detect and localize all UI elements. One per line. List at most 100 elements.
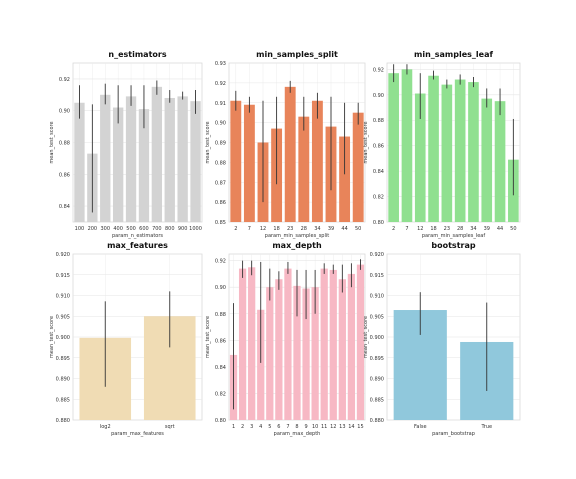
y-tick-label: 0.88 bbox=[59, 141, 70, 147]
y-tick-label: 0.910 bbox=[370, 294, 384, 300]
x-tick-label: log2 bbox=[100, 424, 111, 430]
bar bbox=[468, 82, 479, 222]
chart-title: bootstrap bbox=[431, 241, 475, 250]
y-tick-label: 0.88 bbox=[373, 118, 384, 124]
y-axis-label: mean_test_score bbox=[205, 121, 211, 163]
x-tick-label: 1 bbox=[232, 424, 235, 430]
y-tick-label: 0.80 bbox=[215, 418, 226, 424]
bar bbox=[293, 285, 301, 420]
bar bbox=[356, 264, 365, 420]
bar bbox=[284, 86, 296, 222]
x-tick-label: 44 bbox=[497, 226, 503, 232]
y-tick-label: 0.90 bbox=[373, 93, 384, 99]
bar bbox=[414, 93, 426, 222]
bar bbox=[352, 112, 364, 222]
x-tick-label: 12 bbox=[417, 226, 423, 232]
bar bbox=[243, 104, 255, 222]
y-tick-label: 0.895 bbox=[56, 356, 70, 362]
chart-title: n_estimators bbox=[108, 50, 166, 59]
x-tick-label: 44 bbox=[341, 226, 347, 232]
y-tick-label: 0.86 bbox=[373, 144, 384, 150]
y-tick-label: 0.91 bbox=[215, 101, 226, 107]
x-tick-label: 500 bbox=[126, 226, 136, 232]
x-tick-label: 34 bbox=[314, 226, 320, 232]
bar bbox=[151, 86, 163, 222]
chart-title: max_features bbox=[107, 241, 168, 250]
x-tick-label: 18 bbox=[430, 226, 436, 232]
y-tick-label: 0.92 bbox=[215, 259, 226, 265]
bar bbox=[338, 279, 346, 420]
chart-panel-min-samples-leaf: 0.80 0.82 0.84 0.86 0.88 0.90 0.92 2 7 12 18 23 28 34… bbox=[363, 50, 521, 239]
x-tick-label: 2 bbox=[241, 424, 244, 430]
y-tick-label: 0.86 bbox=[59, 172, 70, 178]
x-tick-label: 50 bbox=[510, 226, 516, 232]
x-tick-label: 1000 bbox=[189, 226, 202, 232]
y-tick-label: 0.890 bbox=[56, 377, 70, 383]
y-tick-label: 0.905 bbox=[370, 314, 384, 320]
x-tick-label: 50 bbox=[355, 226, 361, 232]
y-tick-label: 0.93 bbox=[215, 61, 226, 67]
x-axis-label: param_min_samples_leaf bbox=[422, 233, 485, 239]
y-tick-label: 0.920 bbox=[56, 252, 70, 258]
x-tick-label: 5 bbox=[268, 424, 271, 430]
y-tick-label: 0.80 bbox=[373, 220, 384, 226]
x-tick-label: 15 bbox=[357, 424, 363, 430]
bar bbox=[266, 287, 274, 420]
bar bbox=[230, 100, 242, 222]
bar bbox=[339, 136, 351, 222]
chart-panel-min-samples-split: 0.85 0.86 0.87 0.88 0.89 0.90 0.91 0.92 0.93 2 7 12… bbox=[205, 50, 366, 239]
y-tick-label: 0.900 bbox=[370, 335, 384, 341]
x-tick-label: 12 bbox=[330, 424, 336, 430]
x-tick-label: 2 bbox=[392, 226, 395, 232]
y-axis-label: mean_test_score bbox=[49, 121, 55, 163]
y-tick-label: 0.900 bbox=[56, 335, 70, 341]
x-axis-label: param_n_estimators bbox=[112, 233, 163, 239]
x-axis-label: param_min_samples_split bbox=[265, 233, 329, 239]
y-tick-label: 0.84 bbox=[373, 169, 384, 175]
x-tick-label: sqrt bbox=[165, 424, 175, 430]
y-tick-label: 0.84 bbox=[59, 204, 70, 210]
bar bbox=[441, 84, 453, 223]
x-tick-label: 39 bbox=[328, 226, 334, 232]
bar bbox=[112, 107, 124, 222]
bar bbox=[401, 69, 413, 222]
x-tick-label: 12 bbox=[260, 226, 266, 232]
bar bbox=[125, 96, 137, 222]
x-axis-label: param_max_features bbox=[111, 431, 164, 437]
bar bbox=[329, 269, 337, 420]
y-tick-label: 0.885 bbox=[56, 397, 70, 403]
y-axis-label: mean_test_score bbox=[363, 121, 369, 163]
bar bbox=[284, 268, 292, 420]
bar bbox=[257, 309, 265, 420]
bar bbox=[347, 273, 356, 420]
x-tick-label: 23 bbox=[287, 226, 293, 232]
bar bbox=[311, 100, 323, 222]
x-tick-label: 9 bbox=[304, 424, 307, 430]
y-tick-label: 0.85 bbox=[215, 220, 226, 226]
x-tick-label: 14 bbox=[348, 424, 354, 430]
bar bbox=[481, 98, 493, 222]
bar bbox=[238, 268, 247, 420]
y-tick-label: 0.880 bbox=[370, 418, 384, 424]
y-tick-label: 0.86 bbox=[215, 338, 226, 344]
chart-panel-bootstrap: 0.880 0.885 0.890 0.895 0.900 0.905 0.910 0.915… bbox=[363, 241, 521, 437]
y-tick-label: 0.92 bbox=[373, 67, 384, 73]
y-tick-label: 0.910 bbox=[56, 294, 70, 300]
y-tick-label: 0.880 bbox=[56, 418, 70, 424]
x-tick-label: 13 bbox=[339, 424, 345, 430]
y-tick-label: 0.92 bbox=[59, 77, 70, 83]
x-tick-label: 4 bbox=[259, 424, 262, 430]
y-tick-label: 0.895 bbox=[370, 356, 384, 362]
x-tick-label: 34 bbox=[470, 226, 476, 232]
y-axis-label: mean_test_score bbox=[363, 316, 369, 358]
bar bbox=[320, 268, 328, 420]
x-tick-label: True bbox=[480, 424, 492, 430]
x-tick-label: 18 bbox=[273, 226, 279, 232]
y-tick-label: 0.90 bbox=[59, 109, 70, 115]
y-tick-label: 0.92 bbox=[215, 81, 226, 87]
y-tick-label: 0.90 bbox=[215, 285, 226, 291]
x-tick-label: 400 bbox=[113, 226, 123, 232]
x-tick-label: 600 bbox=[139, 226, 149, 232]
chart-panel-max-features: 0.880 0.885 0.890 0.895 0.900 0.905 0.910 0.915… bbox=[49, 241, 203, 437]
